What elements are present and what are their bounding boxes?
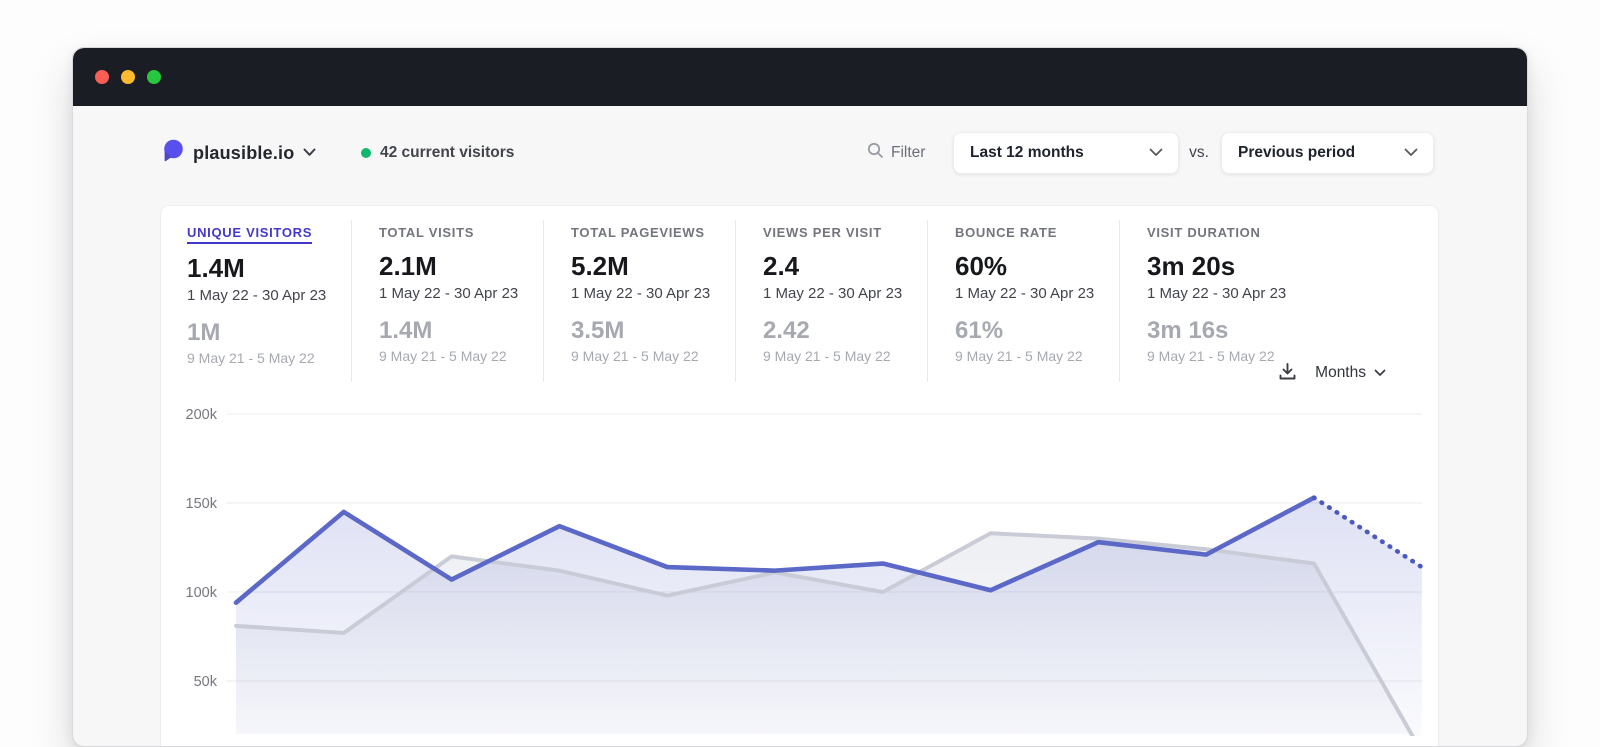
metric-views-per-visit[interactable]: VIEWS PER VISIT 2.4 1 May 22 - 30 Apr 23… — [735, 220, 927, 382]
date-range-select[interactable]: Last 12 months — [953, 132, 1179, 174]
metric-value: 5.2M — [571, 251, 629, 281]
metric-prev-value: 1M — [187, 319, 221, 346]
titlebar — [73, 48, 1527, 106]
chart-area: 200k 150k 100k 50k — [171, 396, 1437, 746]
traffic-lights — [95, 70, 161, 84]
current-visitors[interactable]: 42 current visitors — [361, 132, 514, 174]
comparison-value: Previous period — [1238, 144, 1356, 161]
filter-button[interactable]: Filter — [867, 132, 925, 174]
metric-value: 60% — [955, 251, 1008, 281]
current-visitors-label: 42 current visitors — [380, 144, 515, 161]
visitors-chart: 200k 150k 100k 50k — [186, 407, 1425, 746]
site-switcher[interactable]: plausible.io — [161, 132, 316, 174]
site-name: plausible.io — [193, 142, 295, 163]
svg-text:50k: 50k — [194, 674, 218, 690]
live-dot-icon — [361, 148, 371, 158]
metric-period: 1 May 22 - 30 Apr 23 — [187, 287, 327, 304]
svg-text:150k: 150k — [186, 496, 218, 512]
svg-text:100k: 100k — [186, 585, 218, 601]
metric-prev-value: 61% — [955, 317, 1004, 344]
download-icon — [1278, 362, 1297, 384]
comparison-select[interactable]: Previous period — [1221, 132, 1434, 174]
stats-card: UNIQUE VISITORS 1.4M 1 May 22 - 30 Apr 2… — [161, 206, 1438, 746]
metric-label: UNIQUE VISITORS — [187, 225, 313, 244]
metric-total-visits[interactable]: TOTAL VISITS 2.1M 1 May 22 - 30 Apr 23 1… — [351, 220, 543, 382]
metric-label: TOTAL PAGEVIEWS — [571, 225, 705, 240]
close-window-button[interactable] — [95, 70, 109, 84]
metric-total-pageviews[interactable]: TOTAL PAGEVIEWS 5.2M 1 May 22 - 30 Apr 2… — [543, 220, 735, 382]
metrics-row: UNIQUE VISITORS 1.4M 1 May 22 - 30 Apr 2… — [161, 206, 1438, 382]
chevron-down-icon — [1374, 364, 1386, 382]
metric-period: 1 May 22 - 30 Apr 23 — [763, 285, 903, 302]
metric-label: VISIT DURATION — [1147, 225, 1261, 240]
interval-select[interactable]: Months — [1315, 364, 1386, 382]
minimize-window-button[interactable] — [121, 70, 135, 84]
vs-label: vs. — [1189, 144, 1209, 161]
search-icon — [867, 142, 884, 164]
chevron-down-icon — [1149, 144, 1163, 162]
metric-period: 1 May 22 - 30 Apr 23 — [379, 285, 519, 302]
svg-text:200k: 200k — [186, 407, 218, 423]
metric-prev-period: 9 May 21 - 5 May 22 — [571, 348, 699, 364]
maximize-window-button[interactable] — [147, 70, 161, 84]
metric-period: 1 May 22 - 30 Apr 23 — [955, 285, 1095, 302]
metric-prev-period: 9 May 21 - 5 May 22 — [187, 350, 315, 366]
metric-label: VIEWS PER VISIT — [763, 225, 882, 240]
metric-value: 2.4 — [763, 251, 800, 281]
export-download-button[interactable] — [1278, 362, 1297, 384]
interval-value: Months — [1315, 364, 1366, 381]
chevron-down-icon — [303, 144, 316, 162]
metric-prev-period: 9 May 21 - 5 May 22 — [955, 348, 1083, 364]
chart-interval-controls: Months — [1278, 362, 1386, 384]
metric-prev-period: 9 May 21 - 5 May 22 — [763, 348, 891, 364]
metric-prev-value: 3.5M — [571, 317, 625, 344]
app-window: plausible.io 42 current visitors Filter … — [72, 47, 1528, 747]
metric-value: 3m 20s — [1147, 251, 1236, 281]
metric-prev-period: 9 May 21 - 5 May 22 — [1147, 348, 1275, 364]
metric-label: TOTAL VISITS — [379, 225, 475, 240]
filter-label: Filter — [891, 144, 926, 161]
metric-prev-value: 1.4M — [379, 317, 433, 344]
metric-prev-value: 2.42 — [763, 317, 810, 344]
metric-value: 1.4M — [187, 253, 245, 283]
metric-period: 1 May 22 - 30 Apr 23 — [571, 285, 711, 302]
metric-prev-period: 9 May 21 - 5 May 22 — [379, 348, 507, 364]
metric-prev-value: 3m 16s — [1147, 317, 1229, 344]
metric-unique-visitors[interactable]: UNIQUE VISITORS 1.4M 1 May 22 - 30 Apr 2… — [161, 220, 351, 382]
metric-period: 1 May 22 - 30 Apr 23 — [1147, 285, 1287, 302]
metric-value: 2.1M — [379, 251, 437, 281]
chevron-down-icon — [1404, 144, 1418, 162]
metric-label: BOUNCE RATE — [955, 225, 1058, 240]
date-range-value: Last 12 months — [970, 144, 1084, 161]
plausible-logo-icon — [161, 139, 184, 168]
dashboard-topbar: plausible.io 42 current visitors Filter … — [73, 132, 1527, 174]
metric-bounce-rate[interactable]: BOUNCE RATE 60% 1 May 22 - 30 Apr 23 61%… — [927, 220, 1119, 382]
metric-visit-duration[interactable]: VISIT DURATION 3m 20s 1 May 22 - 30 Apr … — [1119, 220, 1438, 382]
